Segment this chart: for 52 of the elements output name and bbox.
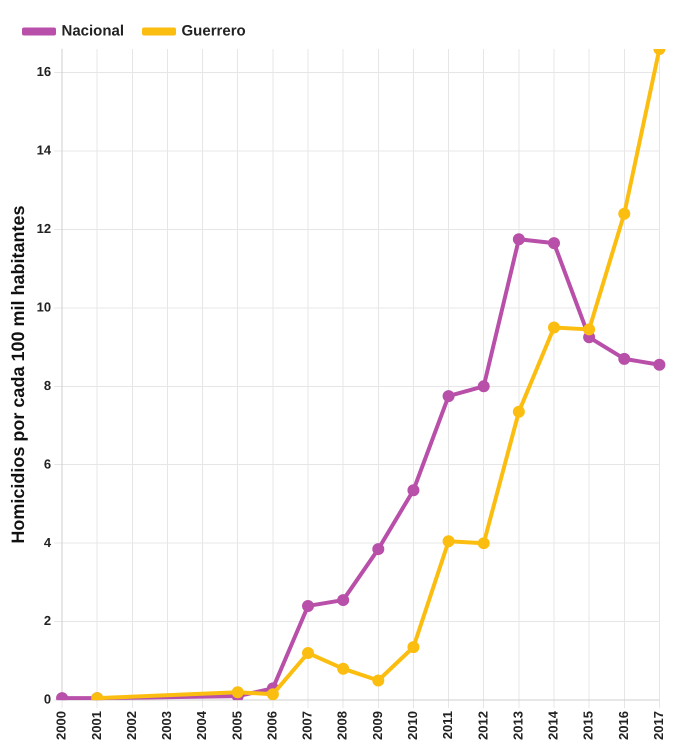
y-tick-label: 8 — [44, 378, 52, 393]
point — [372, 543, 384, 556]
x-tick-label: 2008 — [334, 711, 350, 740]
x-tick-label: 2004 — [194, 710, 210, 740]
point — [302, 647, 314, 660]
point — [372, 674, 384, 686]
point — [478, 380, 490, 392]
x-tick-label: 2009 — [370, 711, 385, 740]
y-tick-label: 0 — [44, 692, 52, 707]
point — [583, 323, 596, 336]
point — [337, 662, 350, 675]
x-tick-label: 2005 — [229, 711, 244, 740]
y-tick-label: 10 — [36, 299, 52, 314]
y-tick-label: 2 — [44, 613, 52, 628]
point — [337, 594, 350, 606]
x-tick-label: 2010 — [405, 711, 420, 740]
point — [407, 484, 420, 496]
x-tick-label: 2007 — [300, 711, 315, 740]
x-tick-label: 2013 — [510, 711, 526, 740]
x-tick-label: 2003 — [159, 711, 174, 740]
point — [302, 600, 314, 612]
point — [548, 237, 560, 250]
y-tick-label: 6 — [44, 456, 52, 472]
legend-label: Guerrero — [182, 22, 246, 40]
point — [442, 390, 455, 402]
y-tick-label: 16 — [36, 64, 52, 80]
point — [442, 535, 455, 548]
x-tick-label: 2015 — [580, 711, 596, 740]
x-tick-label: 2012 — [475, 711, 490, 740]
y-tick-label: 14 — [36, 142, 52, 158]
point — [653, 358, 666, 371]
y-axis-title: Homicidios por cada 100 mil habitantes — [8, 205, 28, 544]
x-tick-label: 2000 — [54, 711, 69, 740]
point — [512, 233, 525, 246]
point — [407, 641, 420, 654]
point — [232, 686, 244, 698]
point — [478, 537, 490, 550]
x-tick-label: 2006 — [264, 711, 280, 740]
x-tick-label: 2016 — [616, 711, 631, 740]
legend-label: Nacional — [62, 22, 124, 40]
x-tick-label: 2011 — [440, 711, 456, 740]
point — [512, 406, 525, 418]
x-tick-label: 2002 — [124, 711, 139, 740]
y-tick-label: 4 — [44, 534, 52, 550]
point — [266, 688, 279, 700]
x-tick-label: 2001 — [88, 711, 104, 740]
x-tick-label: 2014 — [546, 710, 561, 740]
point — [548, 321, 560, 334]
point — [618, 208, 630, 220]
x-tick-label: 2017 — [650, 711, 666, 740]
point — [618, 352, 630, 365]
y-tick-label: 12 — [36, 221, 52, 236]
